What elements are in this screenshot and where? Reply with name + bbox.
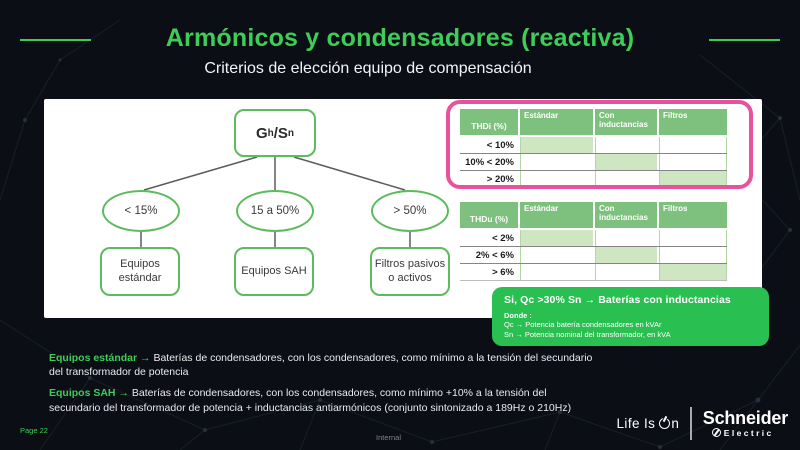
thdi-row-10to20: 10% < 20% xyxy=(460,154,727,171)
thdi-cell-filtros-selected xyxy=(659,171,727,187)
thdu-header-label: THDu (%) xyxy=(460,202,518,228)
thdu-row-gt6: > 6% xyxy=(460,264,727,281)
result-node-equipos-sah: Equipos SAH xyxy=(234,247,314,296)
thdu-row-label: > 6% xyxy=(492,266,514,278)
thdu-header-filtros: Filtros xyxy=(659,202,727,228)
thdu-row-2to6: 2% < 6% xyxy=(460,247,727,264)
thdi-header-row: THDi (%) Estándar Con inductancias Filtr… xyxy=(460,109,727,135)
thdu-cell-con-inductancias-selected xyxy=(595,247,657,263)
tagline-text: Life Is xyxy=(616,415,656,431)
thdi-cell-filtros xyxy=(659,154,727,170)
thdu-header-estandar: Estándar xyxy=(520,202,593,228)
thdi-row-lt10: < 10% xyxy=(460,137,727,154)
brand-sub-name: Electric xyxy=(723,427,774,438)
thdi-header-label: THDi (%) xyxy=(460,109,518,135)
root-numerator: G xyxy=(255,124,268,142)
title-accent-dash-right xyxy=(709,39,780,41)
thdi-row-gt20: > 20% xyxy=(460,171,727,188)
thdi-cell-estandar xyxy=(520,154,593,170)
thdi-row-label: > 20% xyxy=(486,173,514,185)
root-denominator: S xyxy=(277,124,288,142)
page-number: Page 22 xyxy=(20,426,48,435)
note-lead: Equipos SAH xyxy=(49,387,116,400)
thdu-header-row: THDu (%) Estándar Con inductancias Filtr… xyxy=(460,202,727,228)
schneider-electric-logo: Schneider Electric xyxy=(703,409,788,438)
thdu-cell-estandar xyxy=(520,264,593,280)
arrow-icon: → xyxy=(140,352,151,364)
title-accent-dash-left xyxy=(20,39,91,41)
thdi-cell-con-inductancias xyxy=(595,137,657,153)
thdi-cell-estandar xyxy=(520,171,593,187)
thdu-row-lt2: < 2% xyxy=(460,230,727,247)
tagline-on-text: n xyxy=(671,415,680,431)
condition-node-15to50: 15 a 50% xyxy=(236,190,314,232)
thdi-cell-filtros xyxy=(659,137,727,153)
note-lead: Equipos estándar xyxy=(49,352,138,364)
root-denominator-subscript: n xyxy=(287,127,295,139)
thdu-table: THDu (%) Estándar Con inductancias Filtr… xyxy=(460,202,727,281)
classification-label: Internal xyxy=(376,433,402,442)
thdu-cell-con-inductancias xyxy=(595,230,657,246)
thdi-row-label: 10% < 20% xyxy=(465,156,514,168)
thdu-row-label: 2% < 6% xyxy=(475,249,514,261)
thdu-row-label: < 2% xyxy=(492,232,514,244)
footnotes: Equipos estándar → Baterías de condensad… xyxy=(49,351,597,422)
condition-node-lt15: < 15% xyxy=(102,190,180,232)
note-equipos-estandar: Equipos estándar → Baterías de condensad… xyxy=(49,351,597,379)
info-box-title: Si, Qc >30% Sn → Baterías con inductanci… xyxy=(504,294,731,306)
flowchart-connector-lines xyxy=(140,156,411,247)
life-is-on-tagline: Life Is n xyxy=(616,415,680,431)
page-subtitle: Criterios de elección equipo de compensa… xyxy=(204,60,532,77)
note-text: Baterías de condensadores, con los conde… xyxy=(49,387,572,414)
brand-logo: Life Is n Schneider Electric xyxy=(617,403,788,443)
thdu-cell-estandar-selected xyxy=(520,230,593,246)
thdu-header-con-inductancias: Con inductancias xyxy=(595,202,657,228)
inductance-rule-info-box: Si, Qc >30% Sn → Baterías con inductanci… xyxy=(492,287,769,346)
condition-node-gt50: > 50% xyxy=(371,190,449,232)
thdi-header-filtros: Filtros xyxy=(659,109,727,135)
note-text: Baterías de condensadores, con los conde… xyxy=(49,352,593,379)
note-equipos-sah: Equipos SAH → Baterías de condensadores,… xyxy=(49,386,597,414)
thdi-table: THDi (%) Estándar Con inductancias Filtr… xyxy=(460,109,727,188)
thdi-header-estandar: Estándar xyxy=(520,109,593,135)
logo-divider xyxy=(690,406,692,440)
brand-sub-row: Electric xyxy=(703,428,774,438)
result-node-equipos-estandar: Equipos estándar xyxy=(100,247,180,296)
thdu-cell-con-inductancias xyxy=(595,264,657,280)
info-box-where-label: Donde : xyxy=(504,311,532,320)
result-node-filtros: Filtros pasivos o activos xyxy=(370,247,450,296)
root-numerator-subscript: h xyxy=(267,127,274,139)
page-title: Armónicos y condensadores (reactiva) xyxy=(165,24,635,52)
thdi-cell-con-inductancias-selected xyxy=(595,154,657,170)
power-icon xyxy=(659,415,671,429)
thdu-cell-estandar xyxy=(520,247,593,263)
thdi-header-con-inductancias: Con inductancias xyxy=(595,109,657,135)
info-box-definition-qc: Qc → Potencia batería condensadores en k… xyxy=(504,320,662,329)
brand-name: Schneider xyxy=(702,407,788,428)
thdi-cell-estandar-selected xyxy=(520,137,593,153)
thdi-cell-con-inductancias xyxy=(595,171,657,187)
thdu-cell-filtros-selected xyxy=(659,264,727,280)
thdi-row-label: < 10% xyxy=(486,139,514,151)
info-box-definition-sn: Sn → Potencia nominal del transformador,… xyxy=(504,329,671,339)
arrow-icon: → xyxy=(118,387,129,400)
thdu-cell-filtros xyxy=(659,247,727,263)
thdu-cell-filtros xyxy=(659,230,727,246)
root-slash: / xyxy=(273,124,278,142)
schneider-swirl-icon xyxy=(711,428,721,437)
